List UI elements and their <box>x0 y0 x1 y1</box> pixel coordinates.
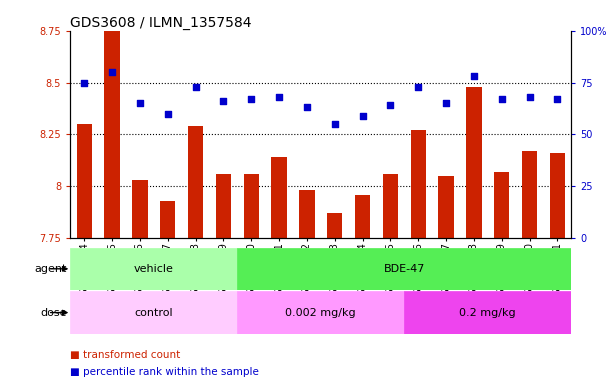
Bar <box>244 174 259 238</box>
Point <box>386 102 395 108</box>
Point <box>219 98 229 104</box>
Bar <box>299 190 315 238</box>
Bar <box>132 180 147 238</box>
Point <box>135 100 145 106</box>
Point <box>191 84 200 90</box>
Bar <box>216 174 231 238</box>
Point <box>469 73 479 79</box>
Point <box>525 94 535 100</box>
Text: 0.002 mg/kg: 0.002 mg/kg <box>285 308 356 318</box>
Bar <box>466 87 481 238</box>
Bar <box>160 201 175 238</box>
Point <box>246 96 256 102</box>
Text: ■ transformed count: ■ transformed count <box>70 350 180 360</box>
Point <box>330 121 340 127</box>
Bar <box>188 126 203 238</box>
Text: dose: dose <box>41 308 67 318</box>
Point <box>274 94 284 100</box>
Bar <box>382 174 398 238</box>
Point <box>441 100 451 106</box>
Bar <box>271 157 287 238</box>
Bar <box>522 151 537 238</box>
Point <box>413 84 423 90</box>
Text: BDE-47: BDE-47 <box>384 264 425 274</box>
Point <box>107 69 117 75</box>
Bar <box>237 291 404 334</box>
Bar <box>355 195 370 238</box>
Bar <box>438 176 454 238</box>
Text: GDS3608 / ILMN_1357584: GDS3608 / ILMN_1357584 <box>70 16 252 30</box>
Point <box>497 96 507 102</box>
Bar <box>76 124 92 238</box>
Bar <box>550 153 565 238</box>
Point <box>552 96 562 102</box>
Point <box>357 113 367 119</box>
Text: control: control <box>134 308 173 318</box>
Bar <box>404 291 571 334</box>
Bar <box>494 172 510 238</box>
Point <box>302 104 312 111</box>
Bar <box>104 4 120 238</box>
Bar <box>70 248 237 290</box>
Text: vehicle: vehicle <box>134 264 174 274</box>
Text: ■ percentile rank within the sample: ■ percentile rank within the sample <box>70 367 259 377</box>
Point <box>79 79 89 86</box>
Bar <box>70 291 237 334</box>
Bar <box>411 130 426 238</box>
Text: 0.2 mg/kg: 0.2 mg/kg <box>459 308 516 318</box>
Bar <box>237 248 571 290</box>
Text: agent: agent <box>35 264 67 274</box>
Bar <box>327 213 342 238</box>
Point <box>163 111 172 117</box>
